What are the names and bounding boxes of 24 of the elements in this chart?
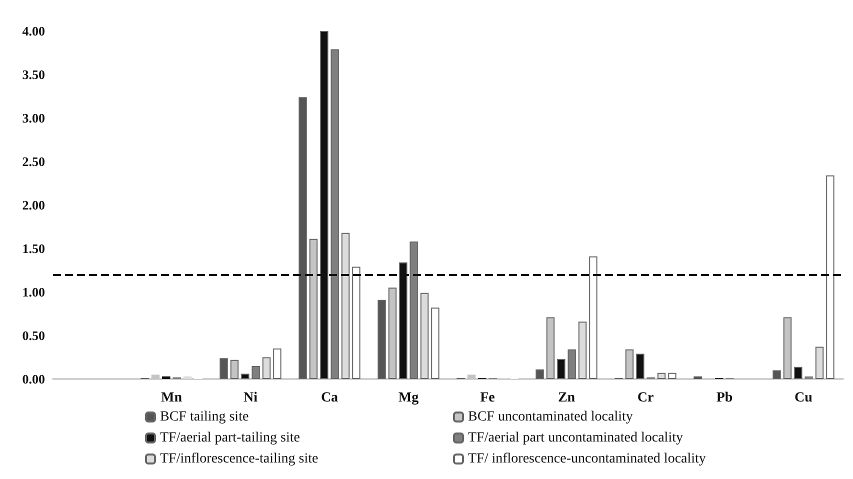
y-tick-label: 2.50 xyxy=(22,154,45,169)
y-tick-label: 3.00 xyxy=(22,110,45,126)
y-tick-label: 2.00 xyxy=(22,198,45,212)
x-tick-label: Ca xyxy=(320,390,338,406)
x-tick-label: Fe xyxy=(480,390,495,406)
x-tick-label: Cr xyxy=(637,390,654,406)
x-tick-label: Pb xyxy=(716,390,733,406)
legend-label: TF/aerial part uncontaminated locality xyxy=(468,430,683,446)
x-tick-label: Ni xyxy=(244,390,258,406)
legend-label: TF/ inflorescence-uncontaminated locality xyxy=(468,452,706,466)
legend-label: TF/inflorescence-tailing site xyxy=(160,452,318,466)
y-tick-label: 4.00 xyxy=(22,24,45,38)
x-tick-label: Mg xyxy=(398,390,419,406)
y-tick-label: 1.00 xyxy=(22,284,45,300)
y-tick-label: 0.00 xyxy=(22,372,45,386)
y-tick-label: 3.50 xyxy=(22,67,45,82)
x-tick-label: Zn xyxy=(558,390,576,406)
legend-label: BCF uncontaminated locality xyxy=(468,410,633,424)
x-tick-label: Mn xyxy=(161,390,182,406)
legend-label: BCF tailing site xyxy=(160,410,249,424)
y-tick-label: 0.50 xyxy=(22,328,45,343)
y-tick-label: 1.50 xyxy=(22,241,45,256)
x-tick-label: Cu xyxy=(794,390,813,406)
legend-label: TF/aerial part-tailing site xyxy=(160,430,300,446)
